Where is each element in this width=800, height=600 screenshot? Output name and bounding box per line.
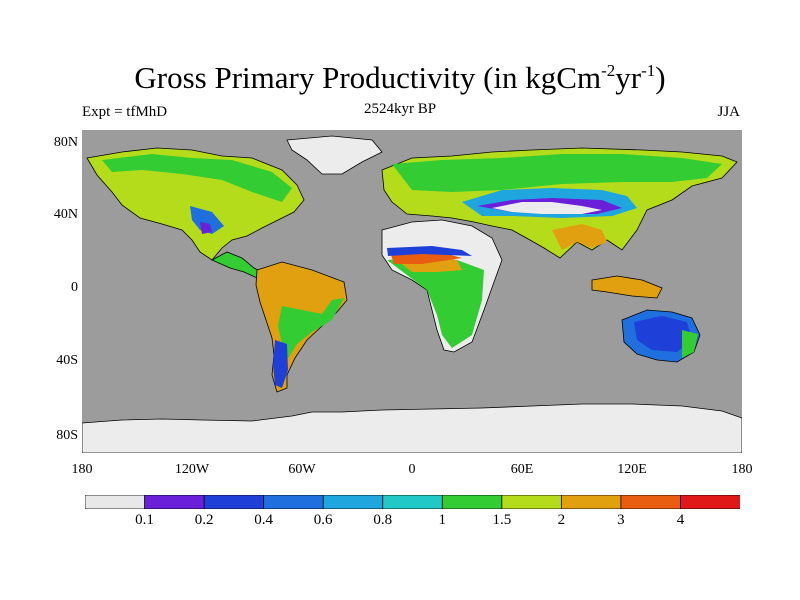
colorbar-label: 4 — [676, 512, 685, 528]
colorbar-swatch — [322, 495, 384, 509]
colorbar — [85, 495, 740, 509]
colorbar-swatch — [85, 495, 146, 509]
colorbar-swatch — [680, 495, 740, 509]
y-tick-80s: 80S — [56, 428, 78, 443]
y-tick-40n: 40N — [53, 207, 78, 222]
colorbar-label: 0.4 — [254, 512, 273, 528]
x-tick-0: 0 — [408, 462, 416, 477]
x-tick-180w: 180 — [71, 462, 93, 477]
x-tick-120w: 120W — [174, 462, 210, 477]
colorbar-swatch — [203, 495, 265, 509]
x-tick-120e: 120E — [617, 462, 647, 477]
colorbar-swatch — [501, 495, 563, 509]
gpp-world-map — [82, 130, 742, 453]
antarctica-ice — [82, 403, 742, 453]
colorbar-swatch — [560, 495, 622, 509]
colorbar-label: 0.2 — [194, 512, 214, 528]
colorbar-label: 0.8 — [373, 512, 393, 528]
greenland-ice — [286, 135, 383, 175]
colorbar-label: 0.6 — [313, 512, 333, 528]
experiment-label: Expt = tfMhD — [82, 104, 168, 120]
x-tick-180e: 180 — [731, 462, 753, 477]
colorbar-swatch — [263, 495, 325, 509]
colorbar-swatch — [620, 495, 682, 509]
map-subtitle: 2524kyr BP — [363, 101, 437, 117]
colorbar-label: 0.1 — [135, 512, 154, 528]
colorbar-swatch — [441, 495, 503, 509]
colorbar-swatch — [382, 495, 444, 509]
map-title: Gross Primary Productivity (in kgCm-2yr-… — [134, 60, 666, 95]
y-tick-0: 0 — [71, 280, 78, 295]
se-asia-islands — [591, 275, 663, 299]
colorbar-label: 2 — [557, 512, 566, 528]
colorbar-label: 1.5 — [492, 512, 512, 528]
colorbar-label: 1 — [438, 512, 447, 528]
colorbar-swatch — [144, 495, 205, 509]
x-tick-60e: 60E — [510, 462, 534, 477]
y-tick-80n: 80N — [53, 135, 78, 150]
y-tick-40s: 40S — [56, 353, 78, 368]
colorbar-label: 3 — [617, 512, 625, 528]
season-label: JJA — [717, 104, 740, 120]
x-tick-60w: 60W — [288, 462, 316, 477]
